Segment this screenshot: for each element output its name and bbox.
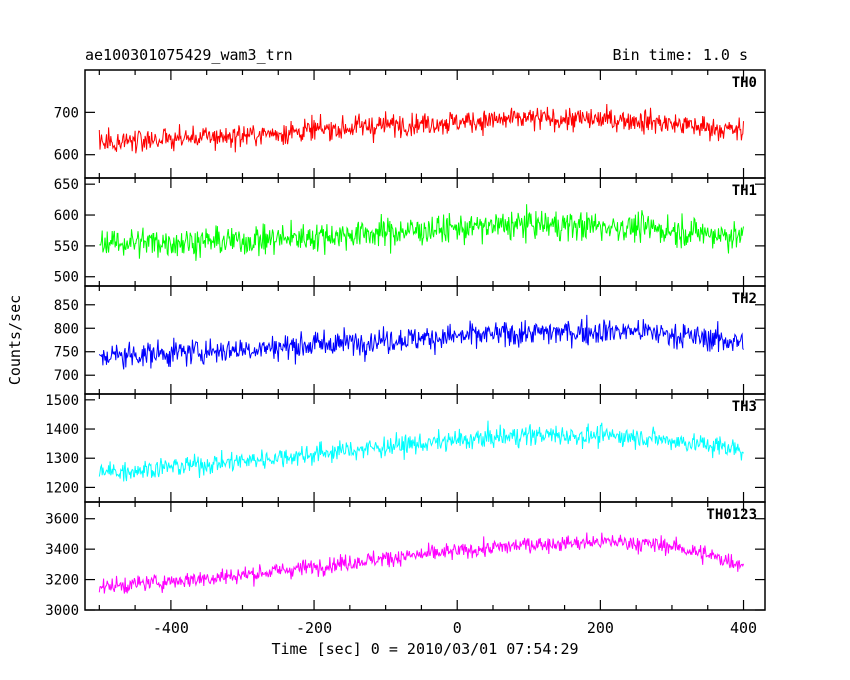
x-axis-label: Time [sec] 0 = 2010/03/01 07:54:29 — [271, 640, 578, 658]
y-tick-label: 600 — [54, 148, 79, 164]
y-tick-label: 700 — [54, 368, 79, 384]
x-tick-label: 400 — [730, 619, 757, 637]
y-tick-label: 650 — [54, 177, 79, 193]
y-tick-label: 1300 — [45, 451, 79, 467]
y-tick-label: 850 — [54, 298, 79, 314]
series-label: TH0123 — [706, 507, 757, 523]
y-tick-label: 3600 — [45, 512, 79, 528]
series-line-th1 — [99, 204, 744, 261]
y-tick-label: 3400 — [45, 542, 79, 558]
series-label: TH3 — [732, 399, 757, 415]
y-tick-label: 750 — [54, 345, 79, 361]
panel-th2: 700 750 800 850 TH2 — [54, 285, 766, 395]
y-tick-label: 500 — [54, 270, 79, 286]
panel-th0123: 3000 3200 3400 3600 TH0123 -400 -200 0 200 400 — [45, 501, 766, 637]
series-label: TH2 — [732, 291, 757, 307]
panels: 600 700 TH0 500 550 600 650 TH1 700 750 800 850 TH2 1… — [45, 69, 766, 637]
chart-title: ae100301075429_wam3_trn — [85, 46, 293, 64]
panel-th0: 600 700 TH0 — [54, 69, 766, 179]
series-line-th2 — [98, 314, 744, 370]
panel-th1: 500 550 600 650 TH1 — [54, 177, 766, 287]
series-label: TH1 — [732, 183, 757, 199]
x-tick-label: -400 — [153, 619, 189, 637]
y-tick-label: 700 — [54, 105, 79, 121]
y-tick-label: 1200 — [45, 480, 79, 496]
y-tick-label: 800 — [54, 321, 79, 337]
x-tick-label: -200 — [296, 619, 332, 637]
bin-time-label: Bin time: 1.0 s — [613, 46, 748, 64]
panel-th3: 1200 1300 1400 1500 TH3 — [45, 393, 766, 503]
series-line-th3 — [98, 420, 744, 482]
y-tick-label: 3200 — [45, 573, 79, 589]
x-tick-label: 200 — [587, 619, 614, 637]
y-tick-label: 1500 — [45, 393, 79, 409]
series-line-th0 — [98, 103, 744, 154]
x-tick-label: 0 — [453, 619, 462, 637]
y-tick-label: 600 — [54, 208, 79, 224]
y-tick-label: 550 — [54, 239, 79, 255]
series-label: TH0 — [732, 75, 757, 91]
y-tick-label: 3000 — [45, 603, 79, 619]
y-axis-label: Counts/sec — [6, 295, 24, 385]
y-tick-label: 1400 — [45, 422, 79, 438]
series-line-th0123 — [98, 532, 744, 594]
panel-frame — [84, 501, 766, 611]
